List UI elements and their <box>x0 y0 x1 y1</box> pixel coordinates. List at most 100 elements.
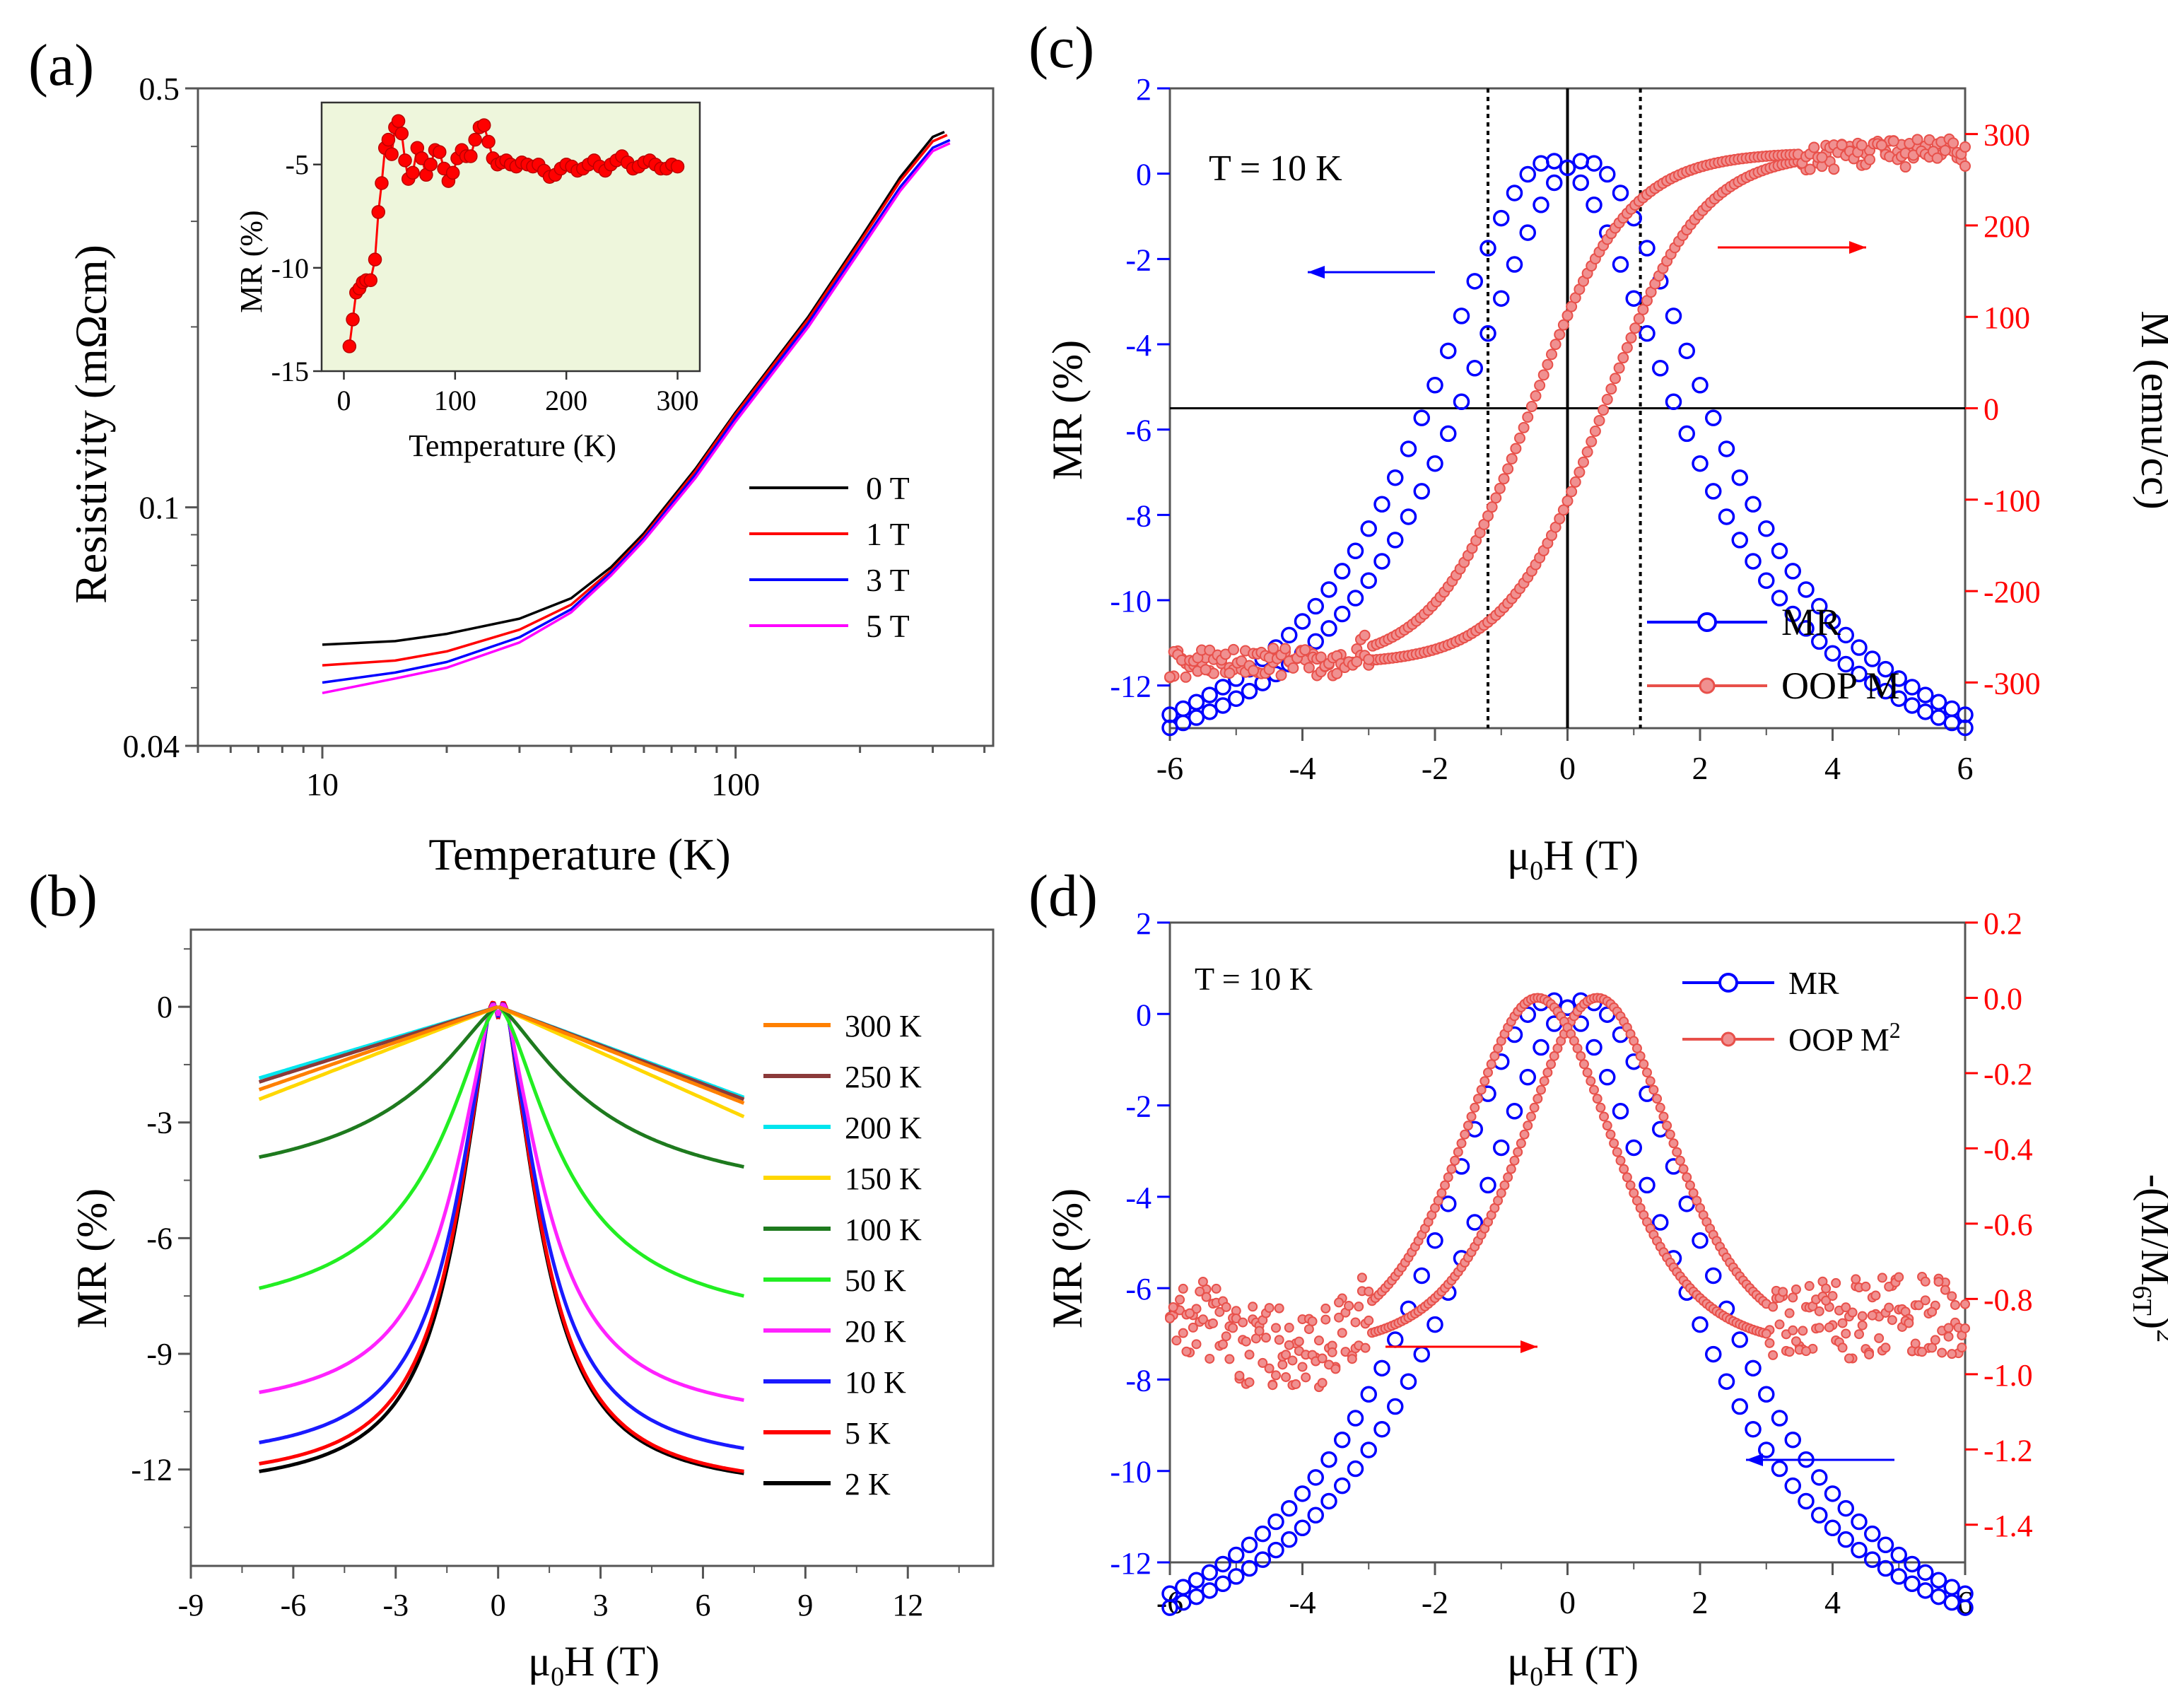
d-mr-point <box>1771 1410 1788 1427</box>
c-mr-point <box>1320 581 1337 598</box>
c-mr-point <box>1864 650 1881 667</box>
d-m2-point <box>1801 1346 1811 1357</box>
d-m2-point <box>1271 1323 1281 1333</box>
c-mr-point <box>1413 483 1430 500</box>
c-y-left-tick-label: -12 <box>1110 669 1152 704</box>
c-x-tick-label: 6 <box>1957 750 1974 786</box>
c-m-point <box>1959 160 1971 172</box>
d-mr-point <box>1241 1560 1258 1577</box>
c-mr-point <box>1506 185 1523 201</box>
d-m2-point <box>1947 1291 1957 1302</box>
b-series-line-300K <box>497 1005 745 1105</box>
c-m-point <box>1510 443 1522 455</box>
d-y-right-tick-label: -1.4 <box>1984 1509 2033 1543</box>
d-mr-point <box>1413 1345 1430 1363</box>
a-inset-y-tick-label: -10 <box>271 252 309 284</box>
d-mr-point <box>1599 1068 1616 1086</box>
c-y-right-tick-label: 0 <box>1984 392 1999 427</box>
d-m2-point <box>1658 1111 1669 1122</box>
c-m-point <box>1578 456 1589 468</box>
d-m2-point <box>1947 1349 1957 1359</box>
d-mr-point <box>1228 1546 1245 1564</box>
d-m2-point <box>1178 1328 1188 1338</box>
d-m2-point <box>1456 1138 1467 1149</box>
d-mr-point <box>1678 1195 1695 1212</box>
a-y-axis-label: Resistivity (mΩcm) <box>66 245 116 604</box>
d-m2-point <box>1867 1310 1877 1321</box>
c-mr-point <box>1678 342 1695 360</box>
b-x-tick-label: 0 <box>491 1588 506 1622</box>
a-y-tick-label: 0.04 <box>123 728 180 764</box>
c-y-left-tick-label: -8 <box>1125 498 1152 533</box>
d-m2-point <box>1798 1326 1808 1336</box>
d-mr-point <box>1824 1485 1841 1502</box>
a-y-tick-label: 0.1 <box>139 490 180 526</box>
c-y-left-tick-label: -2 <box>1125 242 1152 277</box>
d-y-left-tick-label: -6 <box>1125 1272 1152 1306</box>
d-m2-point <box>1214 1306 1225 1317</box>
c-m-point <box>1864 153 1875 165</box>
c-m-point <box>1561 495 1574 507</box>
d-m2-point <box>1542 1068 1553 1078</box>
d-y-left-tick-label: -12 <box>1110 1546 1152 1581</box>
d-m2-point <box>1224 1354 1235 1364</box>
c-mr-point <box>1188 694 1205 710</box>
c-mr-point <box>1718 440 1735 457</box>
d-m2-point <box>1930 1335 1940 1345</box>
a-inset-x-tick-label: 100 <box>434 385 476 416</box>
c-arrow-left-head <box>1308 266 1325 279</box>
d-m2-point <box>1880 1343 1891 1353</box>
c-mr-point <box>1625 290 1642 307</box>
c-mr-point <box>1586 197 1602 214</box>
a-inset-point <box>381 132 396 147</box>
d-mr-point <box>1214 1575 1231 1593</box>
c-m-point <box>1621 341 1633 353</box>
d-m2-point <box>1791 1284 1801 1294</box>
a-inset-point <box>342 339 357 353</box>
d-mr-point <box>1930 1588 1947 1605</box>
a-inset-x-tick-label: 300 <box>657 385 699 416</box>
a-legend-label: 0 T <box>866 470 910 506</box>
d-mr-point <box>1426 1232 1443 1249</box>
d-m2-point <box>1201 1292 1212 1302</box>
c-mr-point <box>1639 324 1656 342</box>
d-mr-point <box>1188 1588 1205 1605</box>
c-mr-point <box>1904 697 1921 714</box>
c-mr-point <box>1745 496 1762 513</box>
d-mr-point <box>1533 1039 1549 1056</box>
d-m2-point <box>1768 1350 1779 1360</box>
d-m2-point <box>1168 1302 1178 1313</box>
b-series-line-10K <box>496 1002 744 1451</box>
d-m2-point <box>1440 1180 1451 1191</box>
d-m2-point <box>1463 1121 1473 1131</box>
b-series-line-300K <box>258 1005 499 1092</box>
c-mr-point <box>1387 532 1404 549</box>
c-m-point <box>1836 139 1848 151</box>
d-m2-point <box>1854 1329 1864 1340</box>
c-m-point <box>1549 339 1561 351</box>
d-m2-point <box>1864 1349 1875 1359</box>
d-x-axis-label: μ0H (T) <box>1507 1638 1639 1692</box>
d-mr-point <box>1413 1267 1430 1285</box>
d-m2-point <box>1957 1343 1967 1353</box>
d-y-right-tick-label: -1.2 <box>1984 1433 2033 1468</box>
c-m-point <box>1180 671 1192 683</box>
d-m2-point <box>1211 1283 1221 1294</box>
d-m2-point <box>1884 1302 1894 1313</box>
d-mr-point <box>1851 1541 1868 1559</box>
c-mr-point <box>1294 613 1311 630</box>
d-mr-point <box>1519 1068 1536 1086</box>
c-mr-point <box>1705 483 1722 500</box>
c-m-point <box>1593 414 1605 426</box>
d-m2-point <box>1188 1322 1198 1333</box>
c-mr-point <box>1347 542 1364 560</box>
c-m-point <box>1267 643 1279 655</box>
c-mr-point <box>1652 360 1669 377</box>
b-x-axis-label: μ0H (T) <box>528 1638 660 1692</box>
d-m2-point <box>1857 1311 1868 1321</box>
d-legend-m-label: OOP M2 <box>1788 1017 1901 1058</box>
c-m-point <box>1557 504 1569 516</box>
d-mr-point <box>1201 1564 1218 1581</box>
c-mr-point <box>1771 542 1788 560</box>
d-mr-point <box>1784 1431 1801 1449</box>
